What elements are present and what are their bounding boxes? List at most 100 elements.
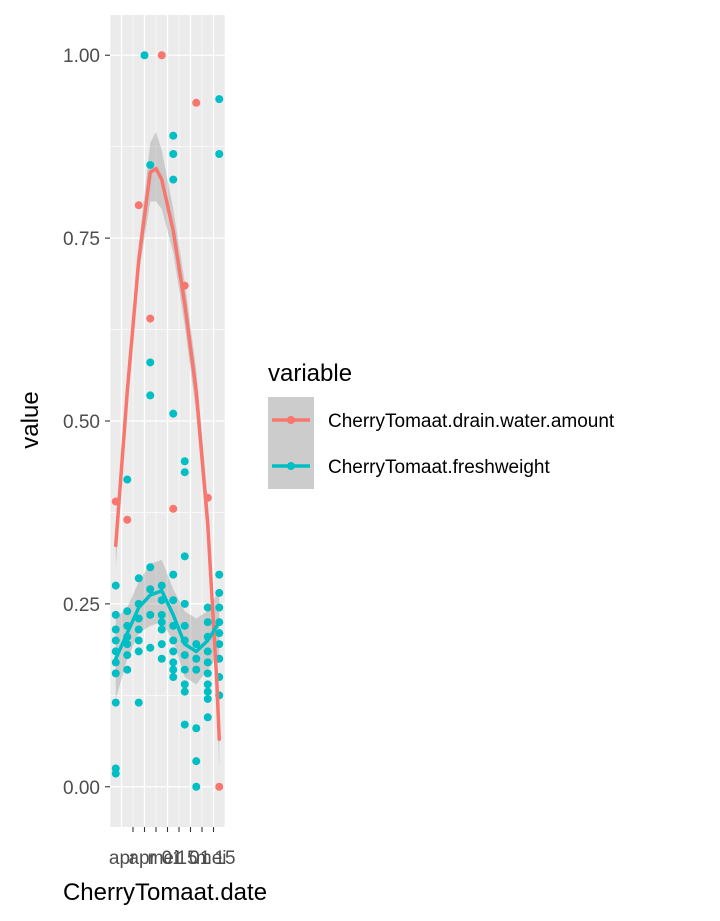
legend-point xyxy=(287,416,295,424)
data-point xyxy=(146,160,155,169)
x-tick-label: 01 xyxy=(189,848,210,869)
legend-point xyxy=(287,462,295,470)
data-point xyxy=(192,654,201,663)
data-point xyxy=(203,694,212,703)
data-point xyxy=(215,603,224,612)
data-point xyxy=(111,769,120,778)
data-point xyxy=(180,680,189,689)
data-point xyxy=(169,665,178,674)
x-axis-title: CherryTomaat.date xyxy=(63,879,267,906)
data-point xyxy=(203,603,212,612)
data-point xyxy=(169,658,178,667)
y-tick-label: 0.75 xyxy=(63,229,100,250)
data-point xyxy=(203,658,212,667)
data-point xyxy=(146,391,155,400)
data-point xyxy=(203,687,212,696)
data-point xyxy=(215,782,224,791)
data-point xyxy=(111,581,120,590)
confidence-band xyxy=(115,559,220,699)
plot-panel xyxy=(109,15,226,827)
data-point xyxy=(169,175,178,184)
data-point xyxy=(134,625,143,634)
data-point xyxy=(134,636,143,645)
data-points xyxy=(111,51,224,791)
data-point xyxy=(203,713,212,722)
y-tick-label: 0.25 xyxy=(63,595,100,616)
data-point xyxy=(192,98,201,107)
data-point xyxy=(215,149,224,158)
x-tick-label: apr xyxy=(109,848,137,869)
y-tick-label: 0.00 xyxy=(63,778,100,799)
confidence-bands xyxy=(115,132,220,769)
data-point xyxy=(140,51,149,60)
data-point xyxy=(203,669,212,678)
x-tick-label: mei xyxy=(196,848,227,869)
data-point xyxy=(215,570,224,579)
data-point xyxy=(180,621,189,630)
data-point xyxy=(169,647,178,656)
data-point xyxy=(169,409,178,418)
legend-label: CherryTomaat.drain.water.amount xyxy=(328,411,615,432)
data-point xyxy=(203,680,212,689)
data-point xyxy=(157,640,166,649)
legend: variable CherryTomaat.drain.water.amount… xyxy=(268,360,615,489)
data-point xyxy=(180,468,189,477)
smooth-line xyxy=(114,166,221,741)
x-tick-label: 15 xyxy=(214,848,235,869)
y-axis-title: value xyxy=(17,391,44,448)
data-point xyxy=(123,665,132,674)
data-point xyxy=(180,651,189,660)
data-point xyxy=(192,665,201,674)
legend-title: variable xyxy=(268,360,352,387)
data-point xyxy=(169,149,178,158)
data-point xyxy=(192,757,201,766)
data-point xyxy=(157,581,166,590)
data-point xyxy=(157,51,166,60)
x-tick-label: mei xyxy=(148,848,179,869)
data-point xyxy=(123,651,132,660)
data-point xyxy=(180,687,189,696)
data-point xyxy=(111,658,120,667)
data-point xyxy=(157,618,166,627)
y-axis: 0.00 0.25 0.50 0.75 1.00 xyxy=(63,46,110,799)
data-point xyxy=(215,588,224,597)
data-point xyxy=(157,654,166,663)
data-point xyxy=(111,610,120,619)
data-point xyxy=(123,515,132,524)
data-point xyxy=(146,314,155,323)
data-point xyxy=(192,640,201,649)
data-point xyxy=(180,599,189,608)
x-tick-label: 01 xyxy=(162,848,183,869)
data-point xyxy=(203,618,212,627)
data-point xyxy=(180,665,189,674)
x-tick-label: apr xyxy=(128,848,156,869)
data-point xyxy=(111,625,120,634)
data-point xyxy=(192,724,201,733)
data-point xyxy=(169,131,178,140)
data-point xyxy=(146,585,155,594)
data-point xyxy=(169,636,178,645)
data-point xyxy=(157,610,166,619)
data-point xyxy=(169,596,178,605)
data-point xyxy=(180,552,189,561)
data-point xyxy=(180,457,189,466)
data-point xyxy=(157,625,166,634)
data-point xyxy=(111,698,120,707)
y-tick-label: 0.50 xyxy=(63,412,100,433)
legend-label: CherryTomaat.freshweight xyxy=(328,457,550,478)
data-point xyxy=(169,673,178,682)
data-point xyxy=(123,640,132,649)
data-point xyxy=(134,201,143,210)
data-point xyxy=(123,475,132,484)
data-point xyxy=(111,636,120,645)
data-point xyxy=(146,358,155,367)
data-point xyxy=(215,640,224,649)
data-point xyxy=(203,647,212,656)
data-point xyxy=(146,563,155,572)
data-point xyxy=(192,782,201,791)
data-point xyxy=(146,643,155,652)
data-point xyxy=(134,647,143,656)
data-point xyxy=(169,504,178,513)
